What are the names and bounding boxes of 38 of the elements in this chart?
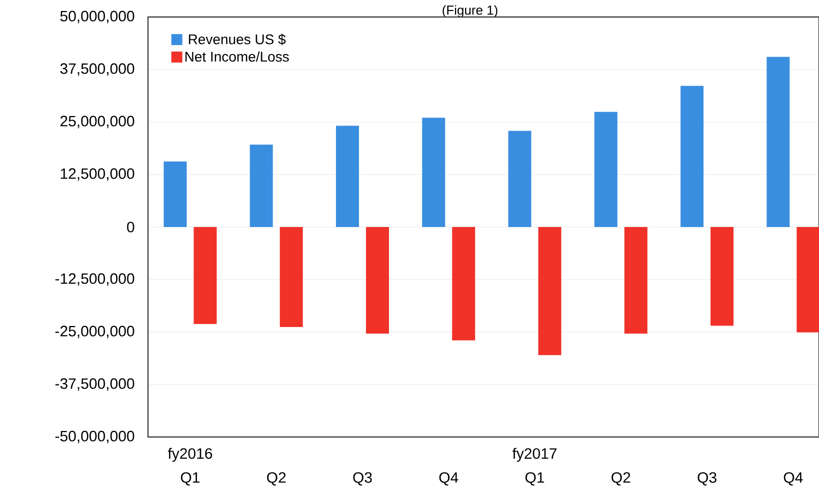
bar (366, 227, 389, 334)
y-tick-label: 37,500,000 (60, 63, 134, 76)
bar (452, 227, 476, 340)
x-tick-label: Q2 (267, 472, 286, 486)
y-tick-label: -12,500,000 (55, 273, 134, 286)
x-tick-label: Q2 (612, 472, 630, 486)
chart-title: (Figure 1) (442, 5, 498, 18)
bar (766, 56, 790, 227)
x-tick-label: Q4 (784, 472, 803, 486)
bar (680, 86, 704, 227)
bar (594, 112, 618, 227)
text: fy2016 (168, 448, 212, 462)
bar (250, 144, 273, 227)
y-tick-label: 25,000,000 (60, 116, 134, 128)
legend-label: Revenues US $ (188, 34, 286, 46)
bar (508, 130, 532, 227)
y-tick-label: -37,500,000 (55, 378, 134, 391)
y-tick-label: 0 (127, 222, 134, 232)
y-tick-label: 50,000,000 (60, 10, 134, 24)
bar (336, 126, 359, 227)
legend-label: Net Income/Loss (185, 51, 289, 62)
bar (194, 227, 217, 324)
y-tick-label: -25,000,000 (55, 326, 134, 338)
x-tick-label: Q1 (525, 472, 544, 486)
bar (710, 227, 734, 326)
bar (538, 227, 562, 356)
bar (422, 118, 446, 227)
y-tick-label: -50,000,000 (55, 430, 134, 444)
x-tick-label: Q4 (439, 472, 458, 486)
text: fy2017 (512, 448, 557, 462)
y-tick-label: 12,500,000 (60, 168, 134, 181)
x-tick-label: Q1 (180, 472, 200, 486)
bar (796, 227, 819, 332)
bar (164, 161, 187, 227)
x-tick-label: Q3 (353, 472, 372, 486)
x-tick-label: Q3 (698, 472, 716, 486)
bar (280, 227, 303, 327)
bar (624, 227, 648, 334)
